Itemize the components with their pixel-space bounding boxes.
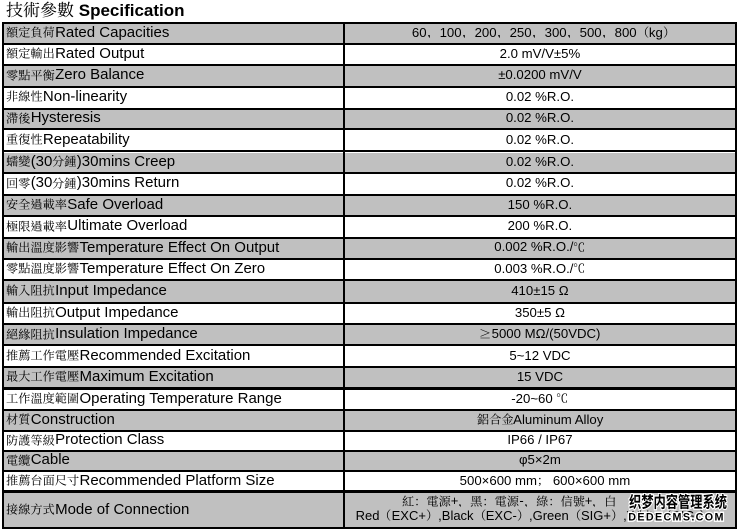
svg-text:DEDECMS.COM: DEDECMS.COM [628,512,724,523]
